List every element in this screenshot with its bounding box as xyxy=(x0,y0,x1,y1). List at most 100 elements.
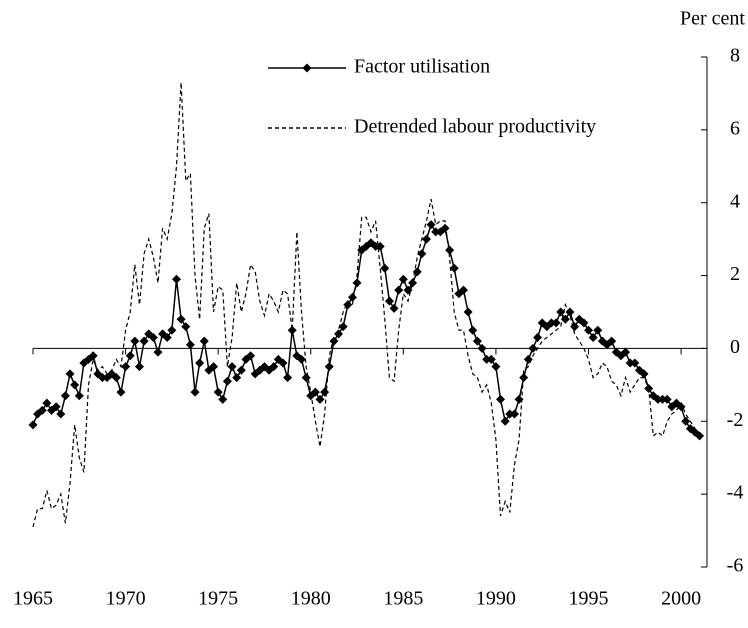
point xyxy=(468,325,478,335)
point xyxy=(658,394,668,404)
point xyxy=(653,394,663,404)
point xyxy=(593,325,603,335)
x-tick-label: 2000 xyxy=(661,588,701,610)
point xyxy=(509,409,519,419)
point xyxy=(496,394,506,404)
point xyxy=(70,380,80,390)
point xyxy=(639,369,649,379)
point xyxy=(218,394,228,404)
point xyxy=(199,336,209,346)
legend-label: Detrended labour productivity xyxy=(354,116,596,138)
point xyxy=(60,391,70,401)
point xyxy=(329,336,339,346)
point xyxy=(181,322,191,332)
point xyxy=(431,227,441,237)
y-tick-label: 6 xyxy=(730,117,740,139)
point xyxy=(565,307,575,317)
y-tick-label: 2 xyxy=(730,263,740,285)
point xyxy=(125,351,135,361)
point xyxy=(139,336,149,346)
point xyxy=(37,405,47,415)
point xyxy=(500,416,510,426)
point xyxy=(630,358,640,368)
point xyxy=(588,333,598,342)
point xyxy=(398,274,408,284)
point xyxy=(421,234,431,244)
point xyxy=(662,394,672,404)
point xyxy=(528,343,538,353)
point xyxy=(505,409,515,419)
point xyxy=(185,340,195,350)
point xyxy=(579,318,589,328)
point xyxy=(347,292,357,302)
point xyxy=(278,358,288,368)
point xyxy=(56,409,66,419)
point xyxy=(130,336,140,346)
point xyxy=(310,387,320,397)
point xyxy=(449,263,459,273)
point xyxy=(121,362,131,372)
point xyxy=(523,354,533,364)
y-tick-label: 4 xyxy=(730,190,740,212)
y-tick-label: 0 xyxy=(730,336,740,358)
point xyxy=(116,387,126,397)
point xyxy=(440,223,450,233)
point xyxy=(301,373,311,383)
point xyxy=(236,365,246,375)
point xyxy=(148,333,158,342)
x-tick-label: 1975 xyxy=(198,588,238,610)
point xyxy=(88,351,98,361)
point xyxy=(417,249,427,259)
point xyxy=(459,285,469,295)
point xyxy=(546,318,556,328)
y-axis-label: Per cent xyxy=(680,8,745,30)
point xyxy=(607,336,617,346)
x-tick-label: 1970 xyxy=(106,588,146,610)
point xyxy=(583,325,593,335)
point xyxy=(111,373,121,383)
point xyxy=(320,387,330,397)
point xyxy=(412,267,422,277)
point xyxy=(232,373,242,383)
point xyxy=(482,354,492,364)
point xyxy=(213,387,223,397)
point xyxy=(190,387,200,397)
point xyxy=(195,358,205,368)
point xyxy=(153,347,163,357)
point xyxy=(338,322,348,332)
x-tick-label: 1980 xyxy=(291,588,331,610)
legend-label: Factor utilisation xyxy=(354,56,490,78)
point xyxy=(28,420,38,430)
point xyxy=(486,354,496,364)
point xyxy=(250,369,260,379)
point xyxy=(134,362,144,372)
point xyxy=(65,369,75,379)
y-tick-label: -4 xyxy=(727,482,744,504)
point xyxy=(172,274,182,284)
point xyxy=(222,376,232,386)
series-line xyxy=(32,82,696,528)
x-tick-label: 1995 xyxy=(568,588,608,610)
point xyxy=(426,220,436,230)
point xyxy=(227,362,237,372)
point xyxy=(246,351,256,361)
point xyxy=(296,354,306,364)
point xyxy=(389,303,399,313)
x-tick-label: 1985 xyxy=(383,588,423,610)
x-tick-label: 1990 xyxy=(476,588,516,610)
point xyxy=(51,402,61,412)
point xyxy=(533,333,543,342)
point xyxy=(269,362,279,372)
point xyxy=(491,362,501,372)
point xyxy=(176,314,186,324)
point xyxy=(74,391,84,401)
point xyxy=(375,241,385,251)
point xyxy=(681,416,691,426)
point xyxy=(551,318,561,328)
point xyxy=(472,336,482,346)
point xyxy=(287,325,297,335)
point xyxy=(463,307,473,317)
point xyxy=(162,333,172,342)
point xyxy=(42,398,52,408)
